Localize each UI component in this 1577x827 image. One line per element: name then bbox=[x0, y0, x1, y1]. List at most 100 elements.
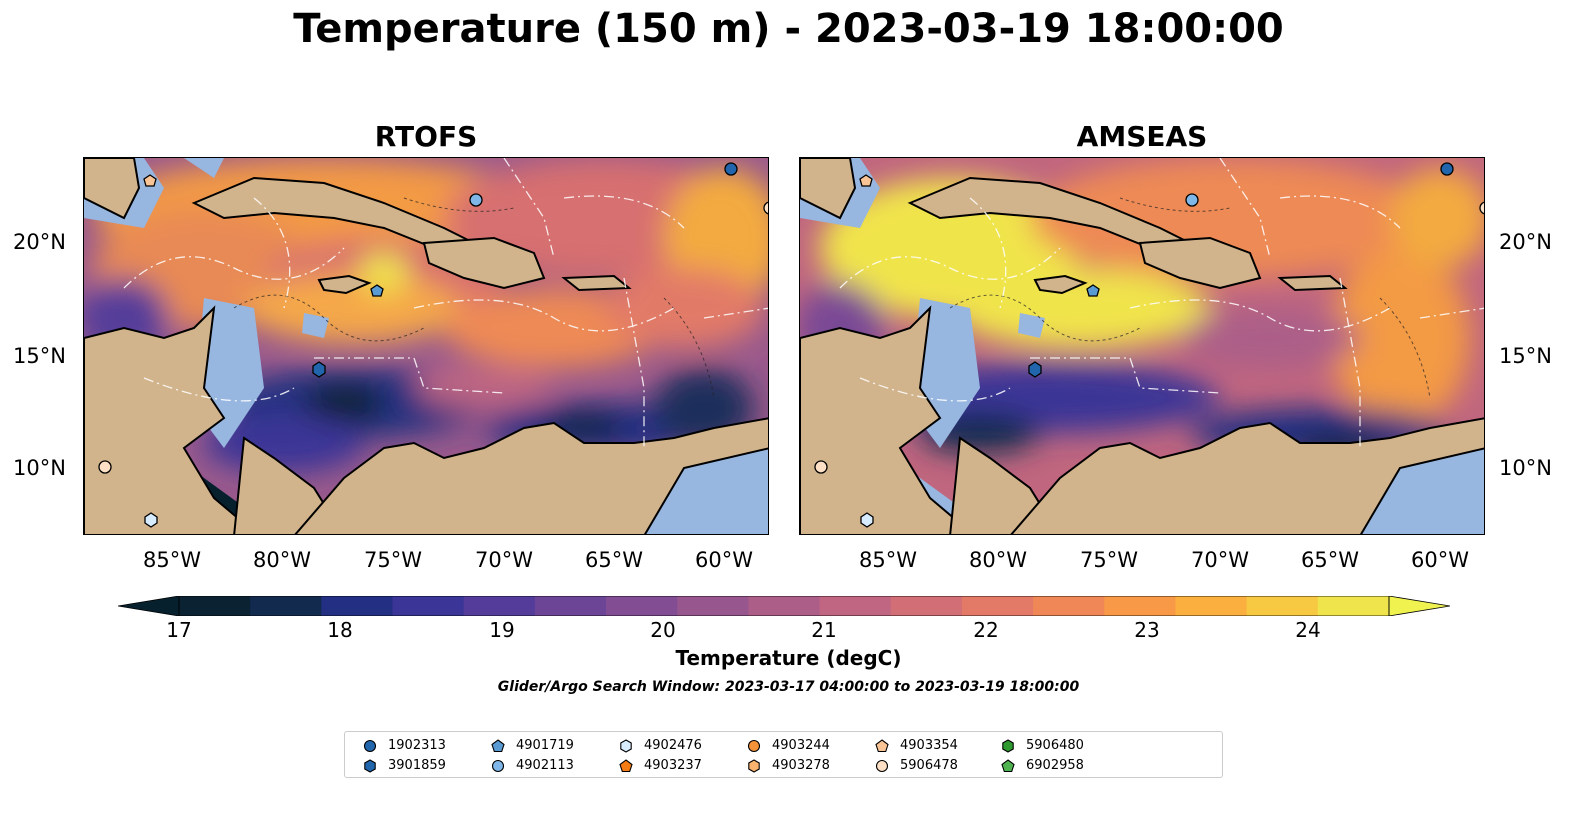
hexagon-marker-icon bbox=[1002, 738, 1014, 753]
colorbar-segment bbox=[1317, 596, 1390, 616]
colorbar-segment bbox=[1246, 596, 1319, 616]
eez-boundaries bbox=[123, 158, 768, 448]
marker-4903354 bbox=[859, 174, 873, 187]
bathymetry-contours bbox=[233, 197, 715, 399]
marker-4903354 bbox=[143, 174, 157, 187]
colorbar-segment bbox=[1175, 596, 1248, 616]
colorbar-tick-21: 21 bbox=[811, 618, 837, 642]
legend-item-4902113: 4902113 bbox=[491, 758, 574, 773]
legend-label: 4903278 bbox=[772, 758, 830, 773]
marker-4901719 bbox=[370, 284, 384, 297]
legend-label: 1902313 bbox=[388, 738, 446, 753]
legend-label: 4902476 bbox=[644, 738, 702, 753]
lat-tick-10n-right: 10°N bbox=[1499, 456, 1552, 480]
lat-tick-20n-right: 20°N bbox=[1499, 230, 1552, 254]
colorbar-tick-22: 22 bbox=[973, 618, 999, 642]
legend-label: 4902113 bbox=[516, 758, 574, 773]
colorbar-tick-18: 18 bbox=[327, 618, 353, 642]
marker-1902313 bbox=[724, 162, 738, 176]
colorbar-tick-20: 20 bbox=[650, 618, 676, 642]
map-rtofs bbox=[83, 157, 769, 535]
eez-boundaries bbox=[839, 158, 1484, 448]
hexagon-marker-icon bbox=[620, 738, 632, 753]
lon-tick-85w-left: 85°W bbox=[143, 548, 201, 572]
legend-label: 5906480 bbox=[1026, 738, 1084, 753]
lon-tick-80w-left: 80°W bbox=[253, 548, 311, 572]
colorbar-segment bbox=[321, 596, 394, 616]
lon-tick-65w-right: 65°W bbox=[1301, 548, 1359, 572]
colorbar-segment bbox=[534, 596, 607, 616]
map-amseas bbox=[799, 157, 1485, 535]
pentagon-marker-icon bbox=[491, 738, 505, 752]
legend-item-4903278: 4903278 bbox=[747, 758, 830, 773]
legend-item-4901719: 4901719 bbox=[491, 738, 574, 753]
colorbar-max-extend bbox=[1388, 596, 1450, 616]
circle-marker-icon bbox=[747, 739, 761, 752]
colorbar-segment bbox=[463, 596, 536, 616]
hexagon-marker-icon bbox=[748, 758, 760, 773]
marker-4902476 bbox=[144, 512, 158, 528]
marker-4901719 bbox=[1086, 284, 1100, 297]
colorbar-segment bbox=[392, 596, 465, 616]
hexagon-marker-icon bbox=[364, 758, 376, 773]
legend-label: 4903244 bbox=[772, 738, 830, 753]
colorbar bbox=[118, 596, 1450, 616]
lon-tick-70w-left: 70°W bbox=[475, 548, 533, 572]
marker-5906478-edge bbox=[1479, 201, 1484, 215]
colorbar-tick-24: 24 bbox=[1295, 618, 1321, 642]
marker-3901859 bbox=[1028, 361, 1042, 378]
colorbar-segment bbox=[1033, 596, 1105, 616]
bathymetry-contours bbox=[949, 197, 1431, 399]
legend: 1902313 3901859 4901719 4902113 4902476 49032… bbox=[344, 731, 1223, 778]
circle-marker-icon bbox=[363, 739, 377, 752]
colorbar-label: Temperature (degC) bbox=[675, 646, 902, 670]
land bbox=[800, 158, 1484, 534]
legend-label: 3901859 bbox=[388, 758, 446, 773]
lon-tick-70w-right: 70°W bbox=[1191, 548, 1249, 572]
legend-label: 6902958 bbox=[1026, 758, 1084, 773]
land bbox=[84, 158, 768, 534]
legend-item-4903244: 4903244 bbox=[747, 738, 830, 753]
lon-tick-75w-right: 75°W bbox=[1080, 548, 1138, 572]
marker-5906478-edge bbox=[763, 201, 768, 215]
colorbar-segment bbox=[1104, 596, 1177, 616]
legend-label: 4901719 bbox=[516, 738, 574, 753]
legend-item-5906478: 5906478 bbox=[875, 758, 958, 773]
circle-marker-icon bbox=[875, 759, 889, 772]
colorbar-segment bbox=[250, 596, 322, 616]
colorbar-segment bbox=[890, 596, 963, 616]
colorbar-tick-17: 17 bbox=[166, 618, 192, 642]
colorbar-tick-23: 23 bbox=[1134, 618, 1160, 642]
pentagon-marker-icon bbox=[619, 758, 633, 772]
legend-item-3901859: 3901859 bbox=[363, 758, 446, 773]
lon-tick-75w-left: 75°W bbox=[364, 548, 422, 572]
legend-label: 4903354 bbox=[900, 738, 958, 753]
search-window-text: Glider/Argo Search Window: 2023-03-17 04… bbox=[497, 679, 1080, 695]
panel-title-rtofs: RTOFS bbox=[374, 120, 478, 153]
marker-3901859 bbox=[312, 361, 326, 378]
legend-item-4902476: 4902476 bbox=[619, 738, 702, 753]
legend-label: 5906478 bbox=[900, 758, 958, 773]
marker-5906478 bbox=[98, 460, 112, 474]
marker-5906478 bbox=[814, 460, 828, 474]
lat-tick-10n-left: 10°N bbox=[13, 456, 66, 480]
legend-label: 4903237 bbox=[644, 758, 702, 773]
legend-item-4903237: 4903237 bbox=[619, 758, 702, 773]
legend-item-5906480: 5906480 bbox=[1001, 738, 1084, 753]
colorbar-segment bbox=[677, 596, 750, 616]
marker-4902113 bbox=[469, 193, 483, 207]
lat-tick-20n-left: 20°N bbox=[13, 230, 66, 254]
lat-tick-15n-left: 15°N bbox=[13, 344, 66, 368]
colorbar-tick-19: 19 bbox=[489, 618, 515, 642]
lat-tick-15n-right: 15°N bbox=[1499, 344, 1552, 368]
colorbar-min-extend bbox=[118, 596, 180, 616]
panel-title-amseas: AMSEAS bbox=[1076, 120, 1208, 153]
figure-title: Temperature (150 m) - 2023-03-19 18:00:0… bbox=[293, 6, 1284, 52]
colorbar-outline bbox=[178, 596, 1390, 616]
lon-tick-85w-right: 85°W bbox=[859, 548, 917, 572]
lon-tick-60w-left: 60°W bbox=[695, 548, 753, 572]
colorbar-segment bbox=[606, 596, 678, 616]
legend-item-4903354: 4903354 bbox=[875, 738, 958, 753]
pentagon-marker-icon bbox=[1001, 758, 1015, 772]
marker-4902476 bbox=[860, 512, 874, 528]
